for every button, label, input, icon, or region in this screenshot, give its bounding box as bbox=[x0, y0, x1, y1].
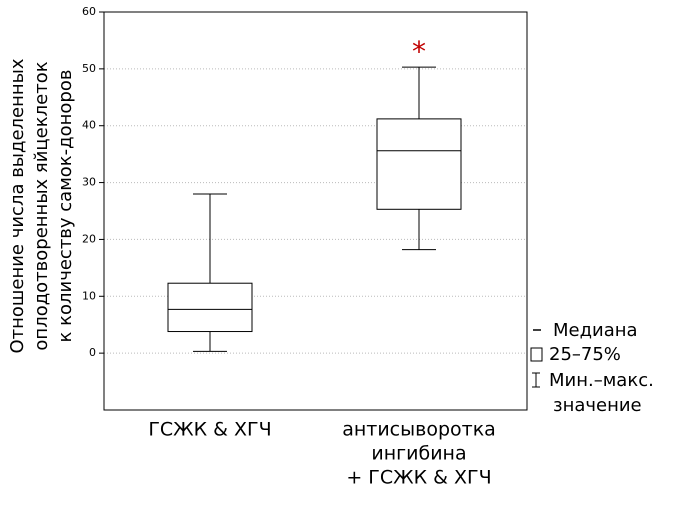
y-axis-label: к количеству самок-доноров bbox=[55, 70, 76, 343]
plot-frame bbox=[103, 11, 528, 411]
x-tick-label: ингибина bbox=[371, 443, 466, 465]
box bbox=[376, 118, 462, 210]
legend-whisker: значение bbox=[553, 395, 642, 416]
x-tick-label: ГСЖК & ХГЧ bbox=[148, 419, 271, 441]
legend-box-symbol bbox=[530, 347, 543, 362]
box bbox=[167, 282, 253, 333]
x-tick-label: + ГСЖК & ХГЧ bbox=[346, 467, 491, 489]
y-axis-label: Отношение числа выделенных bbox=[7, 58, 28, 353]
y-tick-label: 10 bbox=[82, 289, 96, 302]
legend-whisker: Мин.–макс. bbox=[549, 370, 654, 391]
annotation: * bbox=[412, 35, 426, 68]
y-tick-label: 60 bbox=[82, 5, 96, 18]
y-axis-label: оплодотворенных яйцеклеток bbox=[31, 61, 52, 350]
y-tick-label: 20 bbox=[82, 232, 96, 245]
x-tick-label: антисыворотка bbox=[342, 419, 496, 441]
y-tick-label: 40 bbox=[82, 119, 96, 132]
legend-box: 25–75% bbox=[549, 344, 621, 365]
legend-median: Медиана bbox=[553, 320, 638, 341]
legend-whisker-symbol bbox=[532, 372, 540, 388]
y-tick-label: 0 bbox=[89, 346, 96, 359]
y-tick-label: 30 bbox=[82, 176, 96, 189]
y-tick-label: 50 bbox=[82, 62, 96, 75]
